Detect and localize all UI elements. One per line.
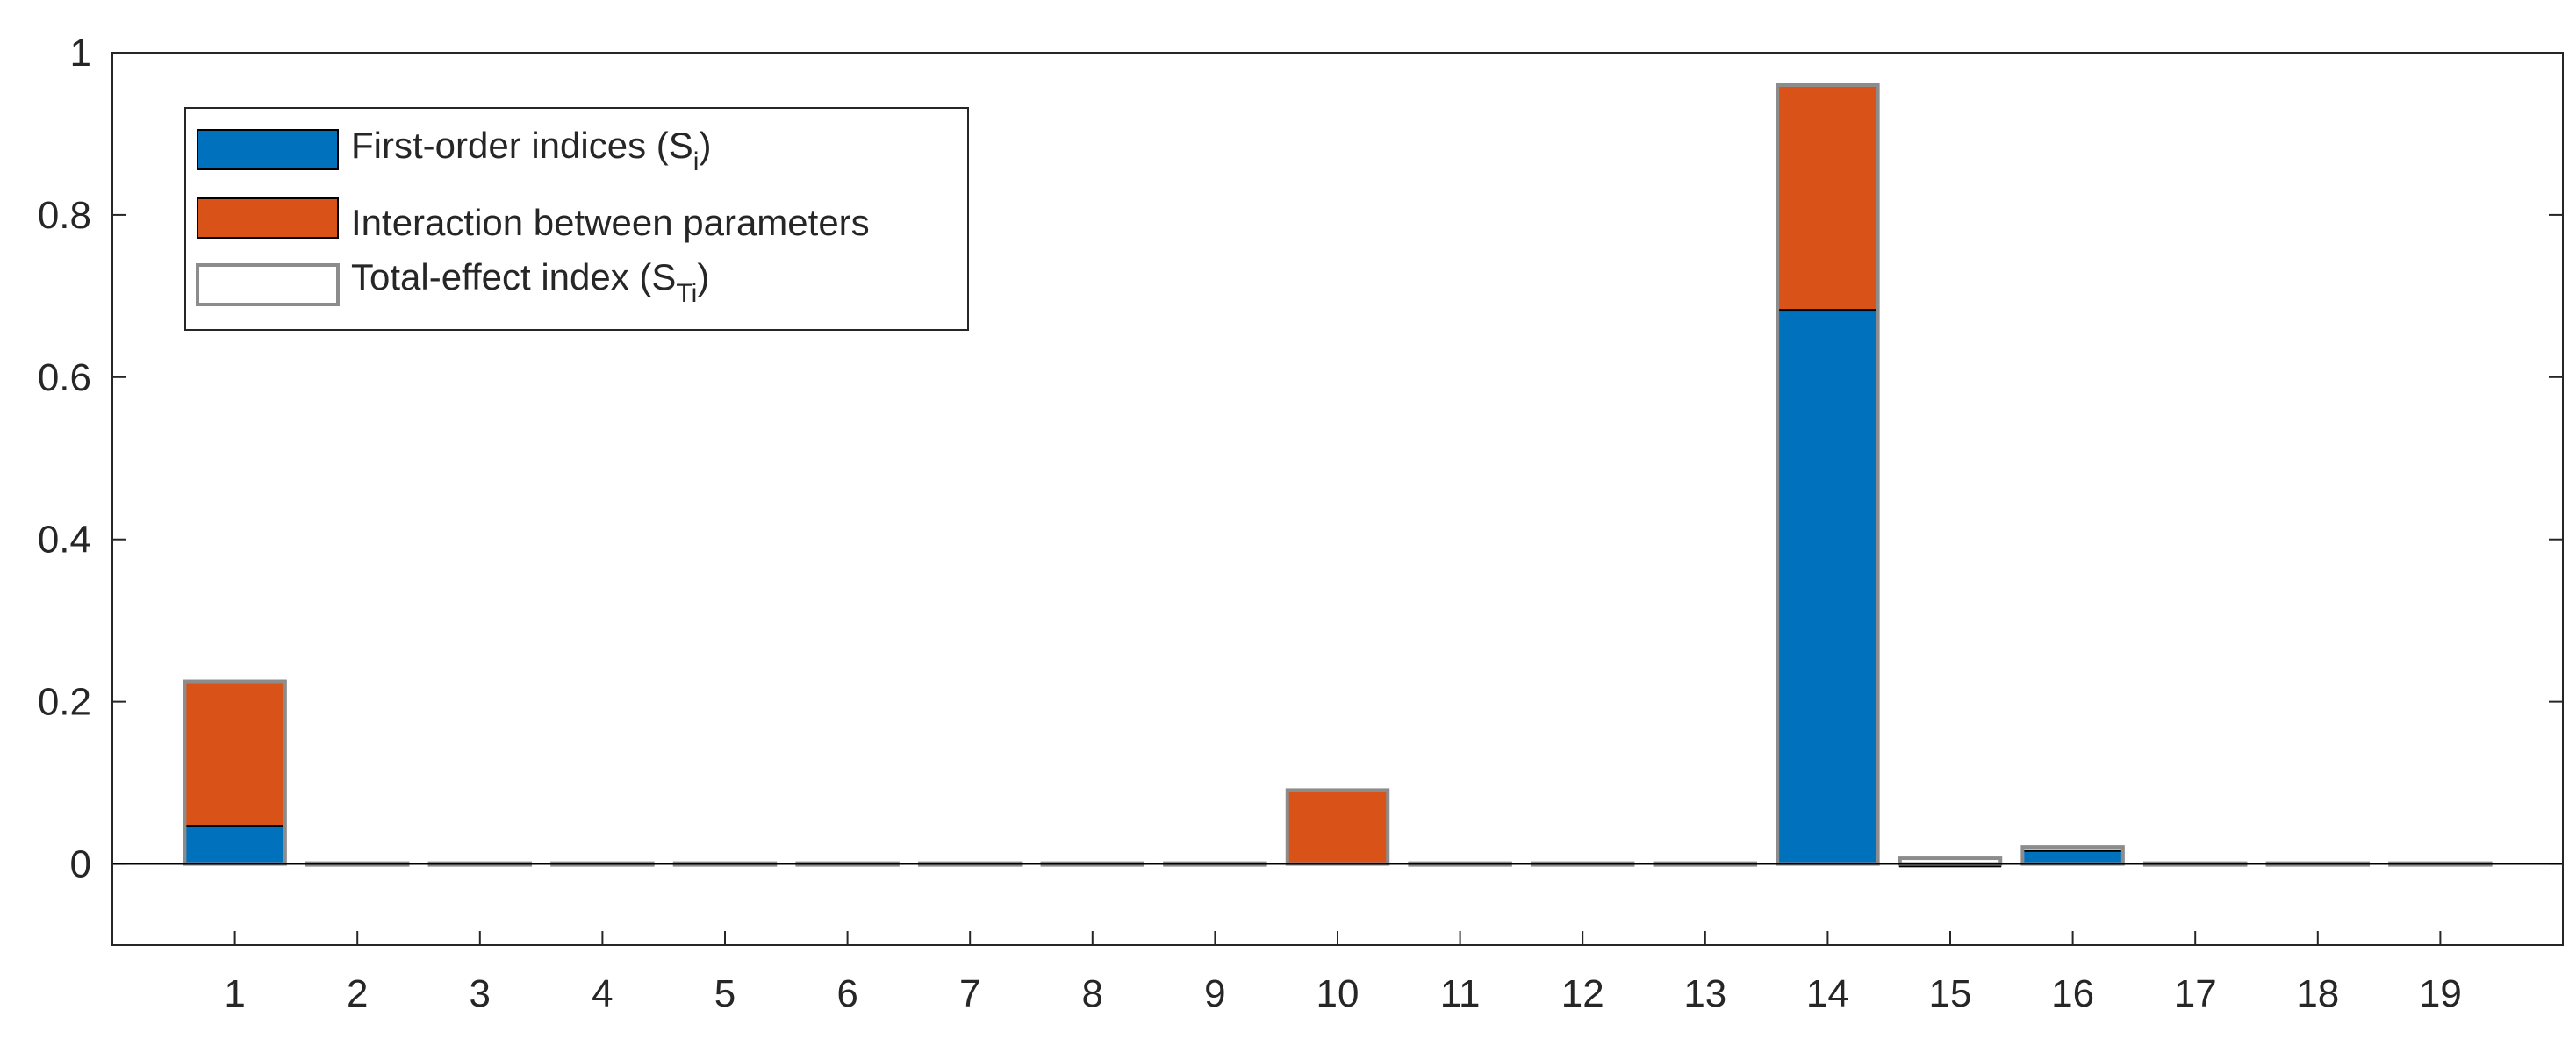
legend-first-order-close: ): [699, 125, 711, 166]
legend-total-close: ): [697, 256, 709, 297]
x-axis-ticks: 1 2 3 4 5 6 7 8 9 10 11 12 13 14 15 16 17 18 19: [224, 931, 2462, 1015]
y-tick-label: 0: [70, 843, 91, 886]
x-tick-label: 7: [959, 972, 980, 1015]
bar-first-order: [183, 825, 286, 865]
x-tick-label: 8: [1082, 972, 1103, 1015]
legend-swatch-total-effect: [196, 263, 340, 306]
y-axis-ticks: 0 0.2 0.4 0.6 0.8 1: [38, 32, 2563, 886]
bar-first-order: [1776, 309, 1879, 865]
x-tick-label: 19: [2419, 972, 2462, 1015]
x-tick-label: 10: [1317, 972, 1360, 1015]
legend-total-main: Total-effect index (S: [351, 256, 676, 297]
x-tick-label: 16: [2051, 972, 2094, 1015]
y-tick-label: 0.6: [38, 356, 91, 399]
x-tick-label: 15: [1929, 972, 1972, 1015]
legend-total-sub: Ti: [676, 279, 697, 308]
x-tick-label: 6: [836, 972, 857, 1015]
x-tick-label: 5: [714, 972, 735, 1015]
y-tick-label: 0.8: [38, 194, 91, 237]
x-tick-label: 14: [1806, 972, 1849, 1015]
x-tick-label: 9: [1204, 972, 1225, 1015]
bar-first-order: [2021, 849, 2124, 865]
legend-label-total-effect: Total-effect index (STi): [351, 256, 709, 308]
x-tick-label: 12: [1561, 972, 1604, 1015]
x-tick-label: 3: [470, 972, 491, 1015]
y-tick-label: 0.4: [38, 519, 91, 562]
x-tick-label: 4: [592, 972, 613, 1015]
legend-swatch-first-order: [197, 129, 339, 170]
x-tick-label: 1: [224, 972, 245, 1015]
plot-frame: [111, 52, 2564, 946]
x-tick-label: 18: [2296, 972, 2339, 1015]
legend-label-interaction: Interaction between parameters: [351, 202, 870, 243]
x-tick-label: 17: [2174, 972, 2217, 1015]
legend-label-first-order: First-order indices (Si): [351, 125, 711, 176]
x-tick-label: 13: [1683, 972, 1726, 1015]
x-tick-label: 11: [1440, 972, 1481, 1015]
bar-interaction: [1777, 84, 1878, 311]
legend: First-order indices (Si) Interaction bet…: [184, 107, 969, 331]
y-tick-label: 0.2: [38, 681, 91, 724]
x-tick-label: 2: [347, 972, 368, 1015]
bars: [183, 82, 2493, 868]
legend-first-order-main: First-order indices (S: [351, 125, 693, 166]
bar-interaction: [1287, 790, 1388, 864]
y-tick-label: 1: [70, 32, 91, 75]
bar-interaction: [184, 681, 285, 827]
legend-first-order-sub: i: [693, 147, 700, 176]
legend-swatch-interaction: [197, 197, 339, 239]
